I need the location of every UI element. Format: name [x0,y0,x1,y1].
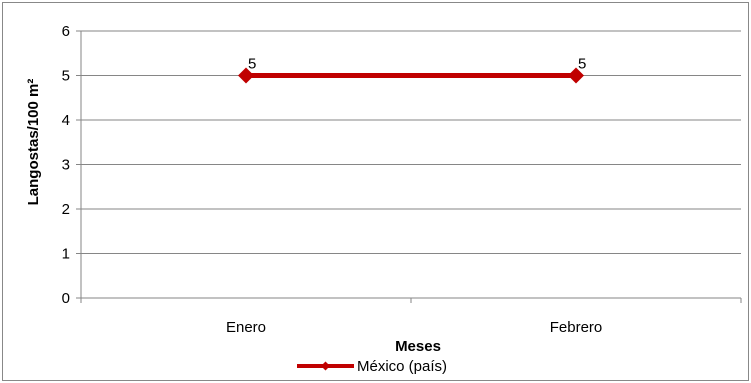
y-tick-label: 4 [62,112,70,129]
data-label: 5 [578,56,586,73]
y-tick-label: 6 [62,23,70,40]
x-tick-label: Enero [226,319,266,336]
y-axis-title: Langostas/100 m² [25,79,42,206]
diamond-marker [568,67,584,84]
diamond-marker [238,67,254,84]
legend: México (país) [297,358,447,375]
y-tick-label: 2 [62,201,70,218]
y-tick-label: 1 [62,246,70,263]
y-tick-labels: 0 1 2 3 4 5 6 [62,23,70,307]
x-tick-label: Febrero [550,319,603,336]
series-layer [238,67,584,84]
data-label: 5 [248,56,256,73]
legend-diamond-marker [321,361,330,371]
y-tick-label: 3 [62,157,70,174]
y-tick-label: 0 [62,290,70,307]
legend-label: México (país) [357,358,447,375]
x-axis-title: Meses [395,338,441,355]
x-tick-labels: Enero Febrero [226,319,602,336]
y-tick-label: 5 [62,68,70,85]
axes [76,30,742,303]
